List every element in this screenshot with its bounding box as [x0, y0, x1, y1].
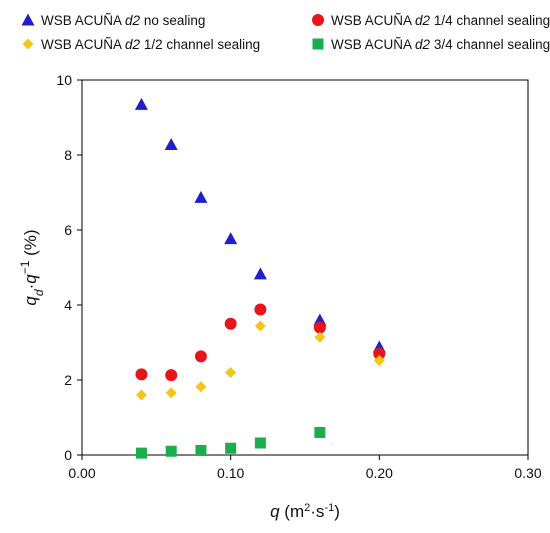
legend-item-2: WSB ACUÑA d2 1/4 channel sealing — [312, 13, 550, 28]
legend-label-suffix: 1/2 channel sealing — [140, 37, 260, 52]
legend-triangle-icon — [22, 14, 35, 26]
x-tick-label: 0.00 — [68, 465, 95, 481]
axis-ticks: 0.00 0.10 0.20 0.30 0 2 4 6 8 10 — [56, 72, 541, 481]
data-point — [194, 191, 207, 203]
plot-area — [82, 80, 528, 455]
data-point — [166, 387, 177, 398]
legend-label: WSB ACUÑA d2 1/2 channel sealing — [41, 37, 260, 52]
y-tick-label: 10 — [56, 72, 72, 88]
data-point — [314, 332, 325, 343]
legend-label-prefix: WSB ACUÑA — [331, 37, 415, 52]
legend-item-1: WSB ACUÑA d2 no sealing — [22, 13, 206, 28]
x-axis-title-open: (m — [280, 502, 305, 521]
data-point — [195, 445, 206, 456]
x-tick-label: 0.20 — [366, 465, 393, 481]
legend-diamond-icon — [23, 39, 34, 50]
data-point — [135, 98, 148, 110]
data-point — [254, 304, 266, 316]
x-tick-label: 0.30 — [514, 465, 541, 481]
legend-label-italic: d2 — [415, 37, 431, 52]
x-axis-title-sup2: -1 — [324, 502, 334, 514]
data-point — [165, 369, 177, 381]
legend-label-prefix: WSB ACUÑA — [41, 13, 125, 28]
legend-label: WSB ACUÑA d2 no sealing — [41, 13, 205, 28]
legend-label-italic: d2 — [125, 37, 141, 52]
data-point — [195, 350, 207, 362]
x-tick-label: 0.10 — [217, 465, 244, 481]
y-tick-label: 2 — [64, 372, 72, 388]
legend-label-suffix: 1/4 channel sealing — [430, 13, 550, 28]
series-4 — [136, 427, 325, 459]
y-axis-title-unit: (%) — [21, 229, 40, 260]
y-tick-label: 0 — [64, 447, 72, 463]
data-point — [225, 318, 237, 330]
legend-label-prefix: WSB ACUÑA — [41, 37, 125, 52]
legend-label-suffix: no sealing — [140, 13, 205, 28]
data-point — [136, 390, 147, 401]
data-point — [255, 438, 266, 449]
data-point — [195, 381, 206, 392]
legend-square-icon — [313, 39, 324, 50]
data-points — [135, 98, 386, 459]
legend-label: WSB ACUÑA d2 1/4 channel sealing — [331, 13, 550, 28]
legend-item-3: WSB ACUÑA d2 1/2 channel sealing — [23, 37, 261, 52]
data-point — [165, 138, 178, 150]
data-point — [136, 448, 147, 459]
data-point — [314, 427, 325, 438]
data-point — [135, 368, 147, 380]
data-point — [314, 322, 326, 334]
y-axis-title-sup: −1 — [18, 260, 32, 274]
legend-item-4: WSB ACUÑA d2 3/4 channel sealing — [313, 37, 550, 52]
data-point — [166, 446, 177, 457]
data-point — [225, 367, 236, 378]
x-axis-title: q (m2·s-1) — [270, 502, 340, 521]
y-axis-title: qd·q−1 (%) — [18, 229, 46, 305]
series-3 — [136, 321, 385, 401]
x-axis-title-mid: ·s — [310, 502, 324, 521]
series-2 — [135, 304, 385, 382]
data-point — [255, 321, 266, 332]
y-tick-label: 6 — [64, 222, 72, 238]
legend-label-italic: d2 — [415, 13, 431, 28]
legend-label-prefix: WSB ACUÑA — [331, 13, 415, 28]
y-tick-label: 8 — [64, 147, 72, 163]
data-point — [254, 267, 267, 279]
legend-label-italic: d2 — [125, 13, 141, 28]
data-point — [224, 232, 237, 244]
y-tick-label: 4 — [64, 297, 72, 313]
x-axis-title-close: ) — [334, 502, 340, 521]
legend-label-suffix: 3/4 channel sealing — [430, 37, 550, 52]
legend-circle-icon — [312, 14, 324, 26]
legend-label: WSB ACUÑA d2 3/4 channel sealing — [331, 37, 550, 52]
data-point — [225, 443, 236, 454]
